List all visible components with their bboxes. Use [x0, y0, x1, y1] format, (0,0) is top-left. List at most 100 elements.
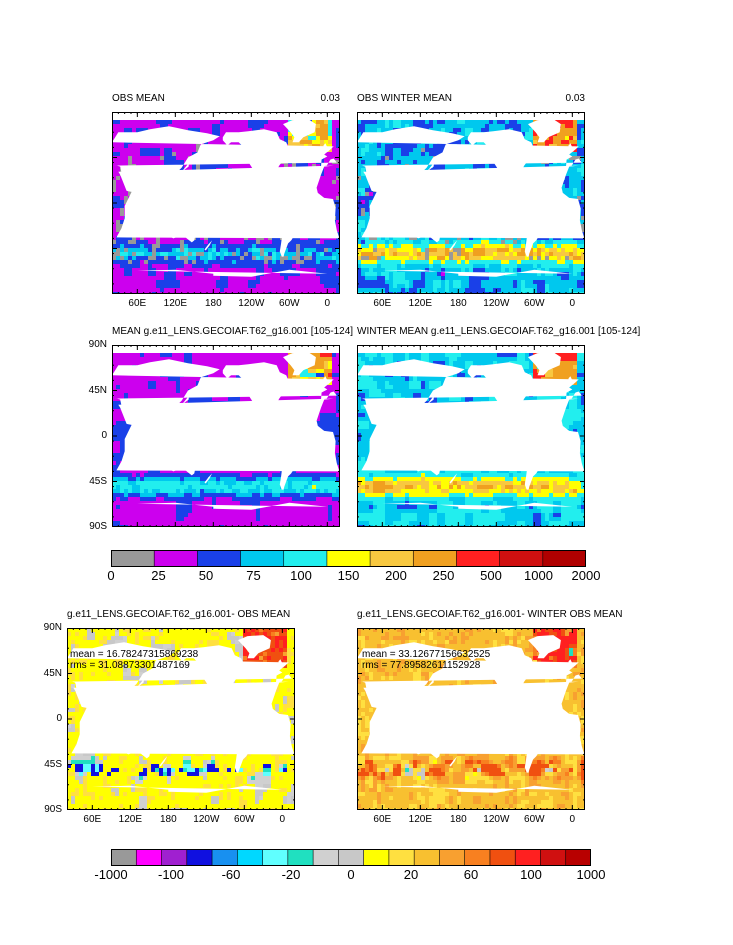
map-model-mean [112, 345, 340, 527]
colorbar-swatch [197, 550, 241, 567]
colorbar-label: 60 [463, 867, 479, 882]
colorbar-swatch [464, 849, 491, 866]
land-polygon [114, 713, 137, 729]
colorbar-mld [111, 550, 586, 567]
land-polygon [127, 449, 131, 462]
colorbar-swatch [515, 849, 541, 866]
map-obs-winter-mean [357, 112, 585, 294]
colorbar-swatch [542, 550, 586, 567]
colorbar-label: 2000 [571, 568, 601, 583]
land-polygon [136, 675, 145, 688]
land-polygon [568, 143, 574, 153]
land-polygon [521, 423, 551, 490]
land-polygon [204, 240, 213, 251]
colorbar-label: -60 [221, 867, 241, 882]
colorbar-swatch [439, 849, 465, 866]
land-mask [112, 352, 340, 527]
panel-title-left: g.e11_LENS.GECOIAF.T62_g16.001- WINTER O… [357, 609, 623, 620]
colorbar-swatch [287, 849, 314, 866]
land-polygon [177, 645, 248, 711]
y-tick-label: 0 [101, 430, 107, 441]
land-polygon [283, 119, 316, 143]
colorbar-label: 100 [290, 568, 312, 583]
x-tick-label: 120W [193, 814, 220, 825]
colorbar-swatch [363, 849, 390, 866]
land-polygon [467, 645, 538, 711]
land-polygon [426, 159, 435, 172]
land-mask [357, 352, 585, 527]
land-polygon [568, 659, 574, 669]
colorbar-swatch [313, 849, 339, 866]
colorbar-label: 25 [151, 568, 166, 583]
land-polygon [357, 642, 582, 717]
colorbar-swatch [338, 849, 364, 866]
panel-title-left: MEAN g.e11_LENS.GECOIAF.T62_g16.001 [105… [112, 326, 354, 337]
colorbar-label: 1000 [576, 867, 606, 882]
panel-title-left: OBS WINTER MEAN [357, 93, 453, 104]
x-tick-label: 0 [569, 298, 576, 309]
land-polygon [568, 376, 574, 386]
land-polygon [382, 785, 573, 810]
land-polygon [231, 706, 261, 773]
colorbar-label: -100 [157, 867, 185, 882]
colorbar-swatch [154, 550, 198, 567]
land-polygon [372, 216, 376, 229]
colorbar-swatch [111, 849, 137, 866]
land-polygon [467, 129, 538, 195]
land-polygon [323, 143, 329, 153]
y-tick-label: 90S [44, 804, 62, 815]
tick-marks [357, 628, 585, 810]
colorbar-swatch [240, 550, 285, 567]
land-polygon [126, 730, 152, 759]
colorbar-label: 0 [347, 867, 355, 882]
land-polygon [357, 126, 582, 201]
colorbar-swatch [540, 849, 567, 866]
x-tick-label: 60E [373, 298, 392, 309]
land-polygon [372, 732, 376, 745]
colorbar-swatch [161, 849, 188, 866]
x-tick-label: 120E [163, 298, 188, 309]
land-polygon [449, 473, 458, 484]
colorbar-label: 200 [385, 568, 407, 583]
y-tick-label: 45N [43, 667, 62, 679]
x-tick-label: 60W [279, 298, 300, 309]
land-polygon [159, 197, 182, 213]
land-polygon [382, 269, 573, 294]
colorbar-swatch [413, 550, 457, 567]
land-polygon [528, 119, 561, 143]
land-polygon [171, 447, 197, 476]
x-tick-label: 180 [449, 814, 467, 825]
land-polygon [67, 642, 292, 717]
colorbar-swatch [212, 849, 238, 866]
colorbar-label: 1000 [524, 568, 553, 583]
land-polygon [449, 756, 458, 767]
colorbar-diff [111, 849, 591, 866]
y-tick-label: 90N [88, 339, 107, 350]
land-polygon [404, 197, 427, 213]
x-tick-label: 0 [324, 298, 331, 309]
colorbar-swatch [237, 849, 263, 866]
tick-marks [112, 112, 340, 294]
map-model-winter-mean [357, 345, 585, 527]
land-polygon [404, 713, 427, 729]
colorbar-swatch [499, 550, 544, 567]
panel-title-right: 0.03 [565, 93, 585, 104]
y-tick-label: 45N [88, 384, 107, 396]
x-tick-label: 60W [234, 814, 255, 825]
land-polygon [181, 159, 190, 172]
colorbar-label: 0 [107, 568, 115, 583]
colorbar-label: 150 [337, 568, 360, 583]
colorbar-diff-labels: -1000 -100 -60 -20 0 20 60 100 1000 [94, 867, 605, 883]
land-polygon [372, 449, 376, 462]
x-tick-label: 120W [483, 298, 510, 309]
stat-rms: rms = 77.89582611152928 [362, 660, 481, 671]
land-polygon [382, 502, 573, 527]
colorbar-swatch [388, 849, 415, 866]
colorbar-swatch [456, 550, 500, 567]
land-polygon [159, 430, 182, 446]
x-tick-label: 120E [118, 814, 143, 825]
land-polygon [127, 216, 131, 229]
land-polygon [528, 635, 561, 659]
colorbar-swatch [186, 849, 213, 866]
panel-title-right: 0.03 [320, 93, 340, 104]
